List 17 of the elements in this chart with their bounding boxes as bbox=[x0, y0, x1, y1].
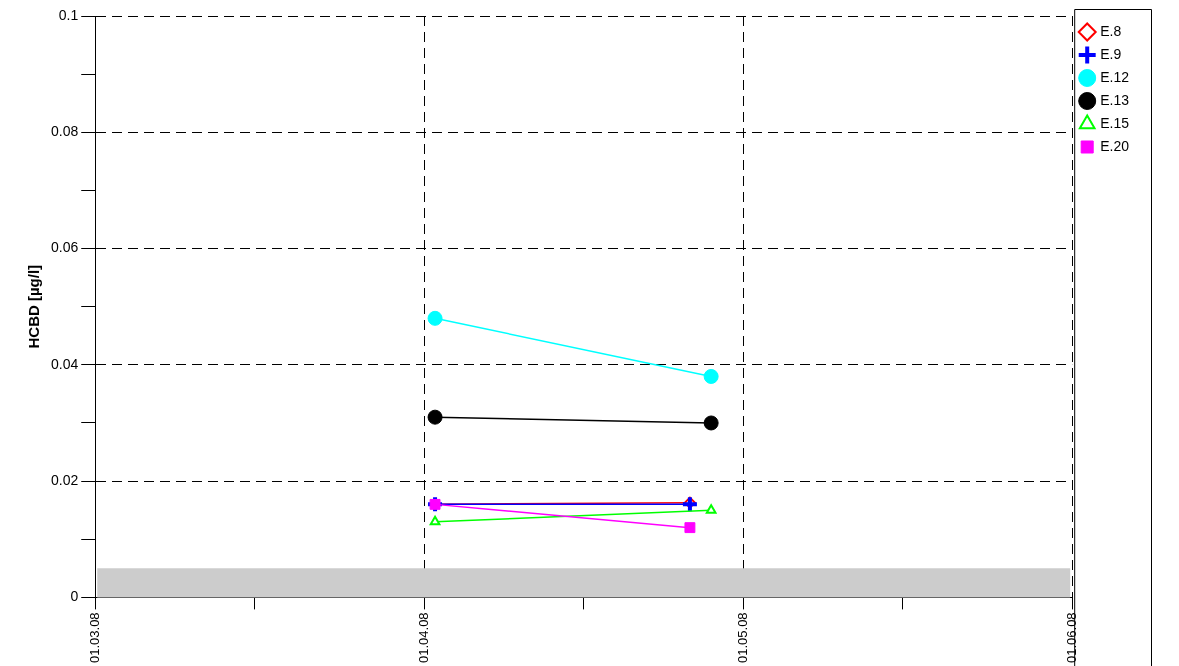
y-tick-label: 0.1 bbox=[58, 6, 79, 23]
legend-label: E.15 bbox=[1100, 114, 1130, 131]
x-tick-label: 01.05.08 bbox=[734, 612, 750, 664]
legend-label: E.12 bbox=[1100, 68, 1130, 85]
y-axis-title: HCBD [µg/l] bbox=[25, 264, 43, 349]
legend-label: E.8 bbox=[1100, 22, 1122, 39]
y-tick-label: 0.08 bbox=[51, 123, 79, 140]
legend-label: E.20 bbox=[1100, 137, 1130, 154]
y-tick-label: 0 bbox=[70, 588, 79, 605]
x-tick-label: 01.04.08 bbox=[416, 612, 432, 664]
x-tick-label: 01.06.08 bbox=[1063, 612, 1079, 664]
legend-label: E.13 bbox=[1100, 91, 1130, 108]
legend-label: E.9 bbox=[1100, 45, 1122, 62]
y-tick-label: 0.04 bbox=[51, 355, 79, 372]
y-tick-label: 0.06 bbox=[51, 239, 79, 256]
x-tick-label: 01.03.08 bbox=[86, 612, 102, 664]
y-tick-label: 0.02 bbox=[51, 471, 79, 488]
